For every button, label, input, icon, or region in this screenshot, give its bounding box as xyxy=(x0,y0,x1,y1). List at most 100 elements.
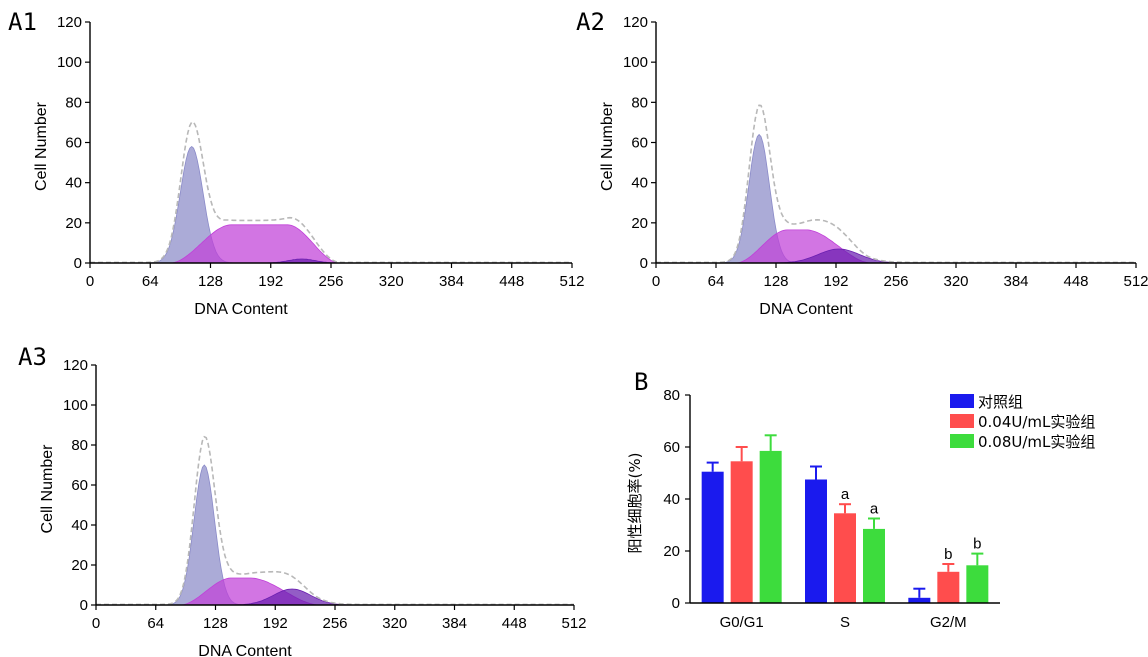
x-tick-label: 512 xyxy=(559,273,584,290)
x-tick-label: 256 xyxy=(318,273,343,290)
bar xyxy=(730,461,753,603)
panel-label-a3: A3 xyxy=(18,343,47,371)
y-tick-label: 20 xyxy=(71,557,88,574)
x-tick-label: 192 xyxy=(823,273,848,290)
y-tick-label: 100 xyxy=(57,54,82,71)
y-tick-label: 80 xyxy=(631,94,648,111)
panel-b: B a b a b 0 20 40 60 80 G0/G1 S G2/M 阳性细胞率(%) 对照组 0.04… xyxy=(626,368,1095,631)
series-envelope-line xyxy=(96,435,574,606)
y-tick-label: 80 xyxy=(65,94,82,111)
bar-chart-b: a b a b 0 20 40 60 80 G0/G1 S G2/M 阳性细胞率(%) 对照组 0.04U/… xyxy=(626,387,1095,631)
series-area-s xyxy=(96,577,574,606)
y-tick-label: 60 xyxy=(65,135,82,152)
x-tick-label: 448 xyxy=(499,273,524,290)
bar xyxy=(863,528,885,603)
significance-label: b xyxy=(944,546,952,563)
bar xyxy=(805,479,827,603)
x-tick-label: 384 xyxy=(1003,273,1028,290)
series-area-g0-g1 xyxy=(90,145,572,264)
y-tick-label: 80 xyxy=(663,387,680,404)
panel-a3: A3 0 64 128 192 256 320 384 448 512 0 20 40 60 80 100 1… xyxy=(18,343,587,657)
histogram-a2: 0 64 128 192 256 320 384 448 512 0 20 40 60 80 100 120 D… xyxy=(599,14,1148,318)
series-envelope-line xyxy=(90,121,572,264)
x-axis-title: DNA Content xyxy=(759,301,853,318)
x-tick-label: 192 xyxy=(263,615,288,632)
significance-label: b xyxy=(973,536,981,553)
x-tick-label: S xyxy=(840,614,850,631)
y-axis-title: 阳性细胞率(%) xyxy=(626,453,644,554)
x-tick-label: 64 xyxy=(147,615,164,632)
panel-a1: A1 0 64 128 192 256 320 384 448 512 0 20 40 60 80 100 1… xyxy=(8,8,585,318)
y-tick-label: 20 xyxy=(631,215,648,232)
bar xyxy=(966,565,989,603)
y-tick-label: 100 xyxy=(623,54,648,71)
bar xyxy=(908,597,931,603)
panel-a2: A2 0 64 128 192 256 320 384 448 512 0 20 40 60 80 100 1… xyxy=(576,8,1148,318)
histogram-a1: 0 64 128 192 256 320 384 448 512 0 20 40 60 80 100 120 D… xyxy=(33,14,585,318)
y-tick-label: 0 xyxy=(672,595,680,612)
x-tick-label: G0/G1 xyxy=(720,614,764,631)
x-tick-label: 448 xyxy=(1063,273,1088,290)
y-tick-label: 60 xyxy=(631,135,648,152)
y-tick-label: 100 xyxy=(63,397,88,414)
significance-label: a xyxy=(870,501,879,518)
x-axis-title: DNA Content xyxy=(198,643,292,657)
y-tick-label: 80 xyxy=(71,437,88,454)
y-tick-label: 120 xyxy=(623,14,648,31)
y-axis-title: Cell Number xyxy=(599,101,616,191)
x-tick-label: 64 xyxy=(708,273,725,290)
legend-label: 0.08U/mL实验组 xyxy=(978,433,1095,451)
x-tick-label: 128 xyxy=(203,615,228,632)
x-tick-label: 320 xyxy=(382,615,407,632)
legend-swatch xyxy=(950,414,974,428)
bar xyxy=(937,571,960,603)
x-tick-label: 64 xyxy=(142,273,159,290)
y-tick-label: 60 xyxy=(663,439,680,456)
series-area-g0-g1 xyxy=(96,464,574,606)
x-tick-label: 0 xyxy=(652,273,660,290)
x-tick-label: G2/M xyxy=(930,614,967,631)
x-tick-label: 448 xyxy=(502,615,527,632)
x-axis-title: DNA Content xyxy=(194,301,288,318)
histogram-a3: 0 64 128 192 256 320 384 448 512 0 20 40 60 80 100 120 D… xyxy=(39,357,587,657)
x-tick-label: 192 xyxy=(258,273,283,290)
x-tick-label: 256 xyxy=(322,615,347,632)
y-tick-label: 40 xyxy=(663,491,680,508)
x-tick-label: 128 xyxy=(763,273,788,290)
legend-swatch xyxy=(950,394,974,408)
y-tick-label: 120 xyxy=(63,357,88,374)
x-tick-label: 512 xyxy=(1123,273,1148,290)
y-tick-label: 20 xyxy=(65,215,82,232)
y-tick-label: 60 xyxy=(71,477,88,494)
x-tick-label: 384 xyxy=(442,615,467,632)
series-area-s xyxy=(656,229,1136,264)
panel-label-a2: A2 xyxy=(576,8,605,36)
y-tick-label: 20 xyxy=(663,543,680,560)
x-tick-label: 320 xyxy=(379,273,404,290)
legend-swatch xyxy=(950,434,974,448)
y-tick-label: 0 xyxy=(80,597,88,614)
x-tick-label: 0 xyxy=(92,615,100,632)
bar xyxy=(759,450,782,603)
x-tick-label: 128 xyxy=(198,273,223,290)
significance-label: a xyxy=(841,486,850,503)
panel-label-a1: A1 xyxy=(8,8,37,36)
legend-label: 对照组 xyxy=(978,393,1023,411)
y-tick-label: 40 xyxy=(65,175,82,192)
x-tick-label: 320 xyxy=(943,273,968,290)
bar xyxy=(834,513,856,603)
y-tick-label: 0 xyxy=(640,255,648,272)
y-tick-label: 40 xyxy=(71,517,88,534)
panel-label-b: B xyxy=(634,368,648,396)
y-tick-label: 120 xyxy=(57,14,82,31)
x-tick-label: 512 xyxy=(561,615,586,632)
series-envelope-line xyxy=(656,104,1136,264)
x-tick-label: 256 xyxy=(883,273,908,290)
x-tick-label: 384 xyxy=(439,273,464,290)
bar xyxy=(701,471,724,603)
x-tick-label: 0 xyxy=(86,273,94,290)
y-axis-title: Cell Number xyxy=(33,101,50,191)
legend-label: 0.04U/mL实验组 xyxy=(978,413,1095,431)
y-axis-title: Cell Number xyxy=(39,444,56,534)
